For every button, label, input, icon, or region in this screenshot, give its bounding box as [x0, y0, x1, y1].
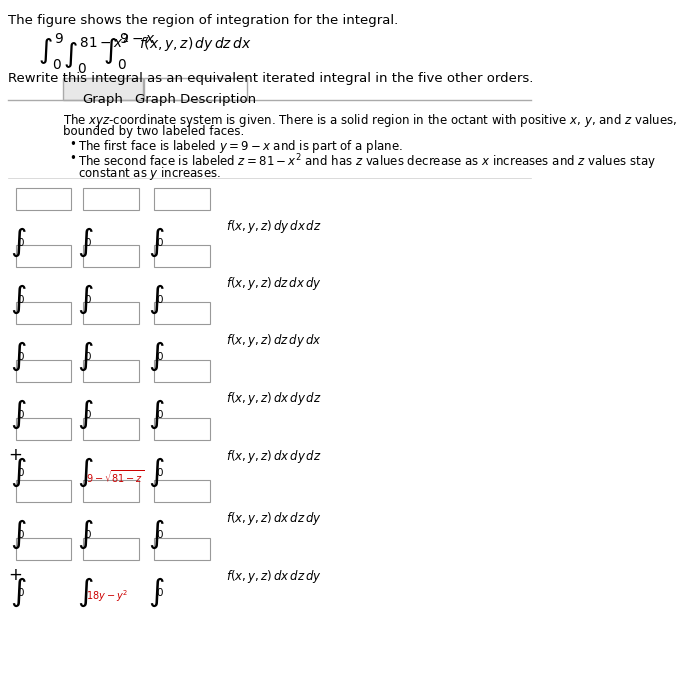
- Text: Graph: Graph: [83, 93, 123, 106]
- Text: The $xyz$-coordinate system is given. There is a solid region in the octant with: The $xyz$-coordinate system is given. Th…: [63, 112, 678, 129]
- FancyBboxPatch shape: [16, 538, 72, 560]
- Text: $f(x, y, z)\, dz\, dx\, dy$: $f(x, y, z)\, dz\, dx\, dy$: [226, 275, 321, 292]
- Text: 0: 0: [17, 468, 24, 478]
- FancyBboxPatch shape: [16, 360, 72, 382]
- Text: $\int$: $\int$: [77, 456, 94, 489]
- Text: $\int$: $\int$: [10, 340, 26, 373]
- Text: $\int$: $\int$: [10, 398, 26, 431]
- Text: $\int$: $\int$: [10, 283, 26, 316]
- Text: $\int$: $\int$: [77, 226, 94, 259]
- Text: $\int$: $\int$: [148, 518, 164, 552]
- Text: $\int_0^{81-x^2}$: $\int_0^{81-x^2}$: [63, 32, 130, 76]
- Text: bounded by two labeled faces.: bounded by two labeled faces.: [63, 125, 245, 138]
- Text: 0: 0: [17, 295, 24, 305]
- Text: $\int$: $\int$: [148, 283, 164, 316]
- Text: $\int$: $\int$: [10, 456, 26, 489]
- FancyBboxPatch shape: [155, 480, 210, 502]
- FancyBboxPatch shape: [155, 188, 210, 210]
- Text: 0: 0: [85, 530, 92, 540]
- Text: $f(x, y, z)\, dx\, dz\, dy$: $f(x, y, z)\, dx\, dz\, dy$: [226, 568, 321, 585]
- FancyBboxPatch shape: [155, 302, 210, 324]
- FancyBboxPatch shape: [16, 302, 72, 324]
- Text: $f(x, y, z)\, dx\, dz\, dy$: $f(x, y, z)\, dx\, dz\, dy$: [226, 510, 321, 527]
- Text: The second face is labeled $z = 81 - x^2$ and has $z$ values decrease as $x$ inc: The second face is labeled $z = 81 - x^2…: [78, 152, 656, 172]
- FancyBboxPatch shape: [16, 188, 72, 210]
- FancyBboxPatch shape: [83, 360, 138, 382]
- FancyBboxPatch shape: [83, 302, 138, 324]
- Text: $\int$: $\int$: [148, 576, 164, 609]
- Text: $\int_0^9$: $\int_0^9$: [38, 32, 65, 72]
- Text: 0: 0: [85, 295, 92, 305]
- Text: •: •: [69, 152, 76, 165]
- Text: 0: 0: [156, 238, 162, 248]
- Text: $\int$: $\int$: [10, 226, 26, 259]
- FancyBboxPatch shape: [16, 480, 72, 502]
- FancyBboxPatch shape: [155, 538, 210, 560]
- Text: $f(x, y, z)\, dy\, dz\, dx$: $f(x, y, z)\, dy\, dz\, dx$: [138, 35, 251, 53]
- Text: $f(x, y, z)\, dx\, dy\, dz$: $f(x, y, z)\, dx\, dy\, dz$: [226, 448, 321, 465]
- FancyBboxPatch shape: [16, 418, 72, 440]
- FancyBboxPatch shape: [155, 360, 210, 382]
- Text: $\int$: $\int$: [77, 518, 94, 552]
- Text: $9-\sqrt{81-z}$: $9-\sqrt{81-z}$: [87, 468, 144, 484]
- Text: $\int$: $\int$: [77, 398, 94, 431]
- FancyBboxPatch shape: [144, 78, 247, 100]
- FancyBboxPatch shape: [16, 245, 72, 267]
- Text: 0: 0: [17, 530, 24, 540]
- Text: $\int$: $\int$: [77, 340, 94, 373]
- FancyBboxPatch shape: [83, 538, 138, 560]
- FancyBboxPatch shape: [83, 245, 138, 267]
- Text: $f(x, y, z)\, dy\, dx\, dz$: $f(x, y, z)\, dy\, dx\, dz$: [226, 218, 321, 235]
- Text: $\int$: $\int$: [148, 226, 164, 259]
- Text: $\int$: $\int$: [148, 456, 164, 489]
- FancyBboxPatch shape: [83, 418, 138, 440]
- Text: $\int$: $\int$: [77, 576, 94, 609]
- Text: $f(x, y, z)\, dx\, dy\, dz$: $f(x, y, z)\, dx\, dy\, dz$: [226, 390, 321, 407]
- Text: The figure shows the region of integration for the integral.: The figure shows the region of integrati…: [8, 14, 398, 27]
- Text: Rewrite this integral as an equivalent iterated integral in the five other order: Rewrite this integral as an equivalent i…: [8, 72, 533, 85]
- Text: 0: 0: [17, 238, 24, 248]
- Text: 0: 0: [156, 588, 162, 598]
- Text: 0: 0: [156, 530, 162, 540]
- Text: 0: 0: [156, 352, 162, 362]
- Text: $\int$: $\int$: [77, 283, 94, 316]
- Text: The first face is labeled $y = 9 - x$ and is part of a plane.: The first face is labeled $y = 9 - x$ an…: [78, 138, 402, 155]
- Text: 0: 0: [85, 238, 92, 248]
- Text: $\int_0^{9-x}$: $\int_0^{9-x}$: [103, 32, 155, 72]
- Text: $\int$: $\int$: [148, 340, 164, 373]
- Text: 0: 0: [156, 410, 162, 420]
- FancyBboxPatch shape: [83, 480, 138, 502]
- Text: 0: 0: [156, 295, 162, 305]
- Text: Graph Description: Graph Description: [135, 93, 256, 106]
- Text: 0: 0: [85, 410, 92, 420]
- Text: constant as $y$ increases.: constant as $y$ increases.: [78, 165, 221, 182]
- Text: 0: 0: [17, 588, 24, 598]
- FancyBboxPatch shape: [155, 418, 210, 440]
- Text: +: +: [8, 446, 22, 464]
- Text: $\int$: $\int$: [148, 398, 164, 431]
- Text: 0: 0: [85, 352, 92, 362]
- Text: $\int$: $\int$: [10, 518, 26, 552]
- Text: +: +: [8, 566, 22, 584]
- Text: $f(x, y, z)\, dz\, dy\, dx$: $f(x, y, z)\, dz\, dy\, dx$: [226, 332, 321, 349]
- FancyBboxPatch shape: [83, 188, 138, 210]
- Text: 0: 0: [156, 468, 162, 478]
- Text: $\int$: $\int$: [10, 576, 26, 609]
- FancyBboxPatch shape: [63, 78, 142, 100]
- Text: •: •: [69, 138, 76, 151]
- Text: 0: 0: [17, 410, 24, 420]
- Text: 0: 0: [17, 352, 24, 362]
- FancyBboxPatch shape: [155, 245, 210, 267]
- Text: $18y-y^2$: $18y-y^2$: [87, 588, 128, 604]
